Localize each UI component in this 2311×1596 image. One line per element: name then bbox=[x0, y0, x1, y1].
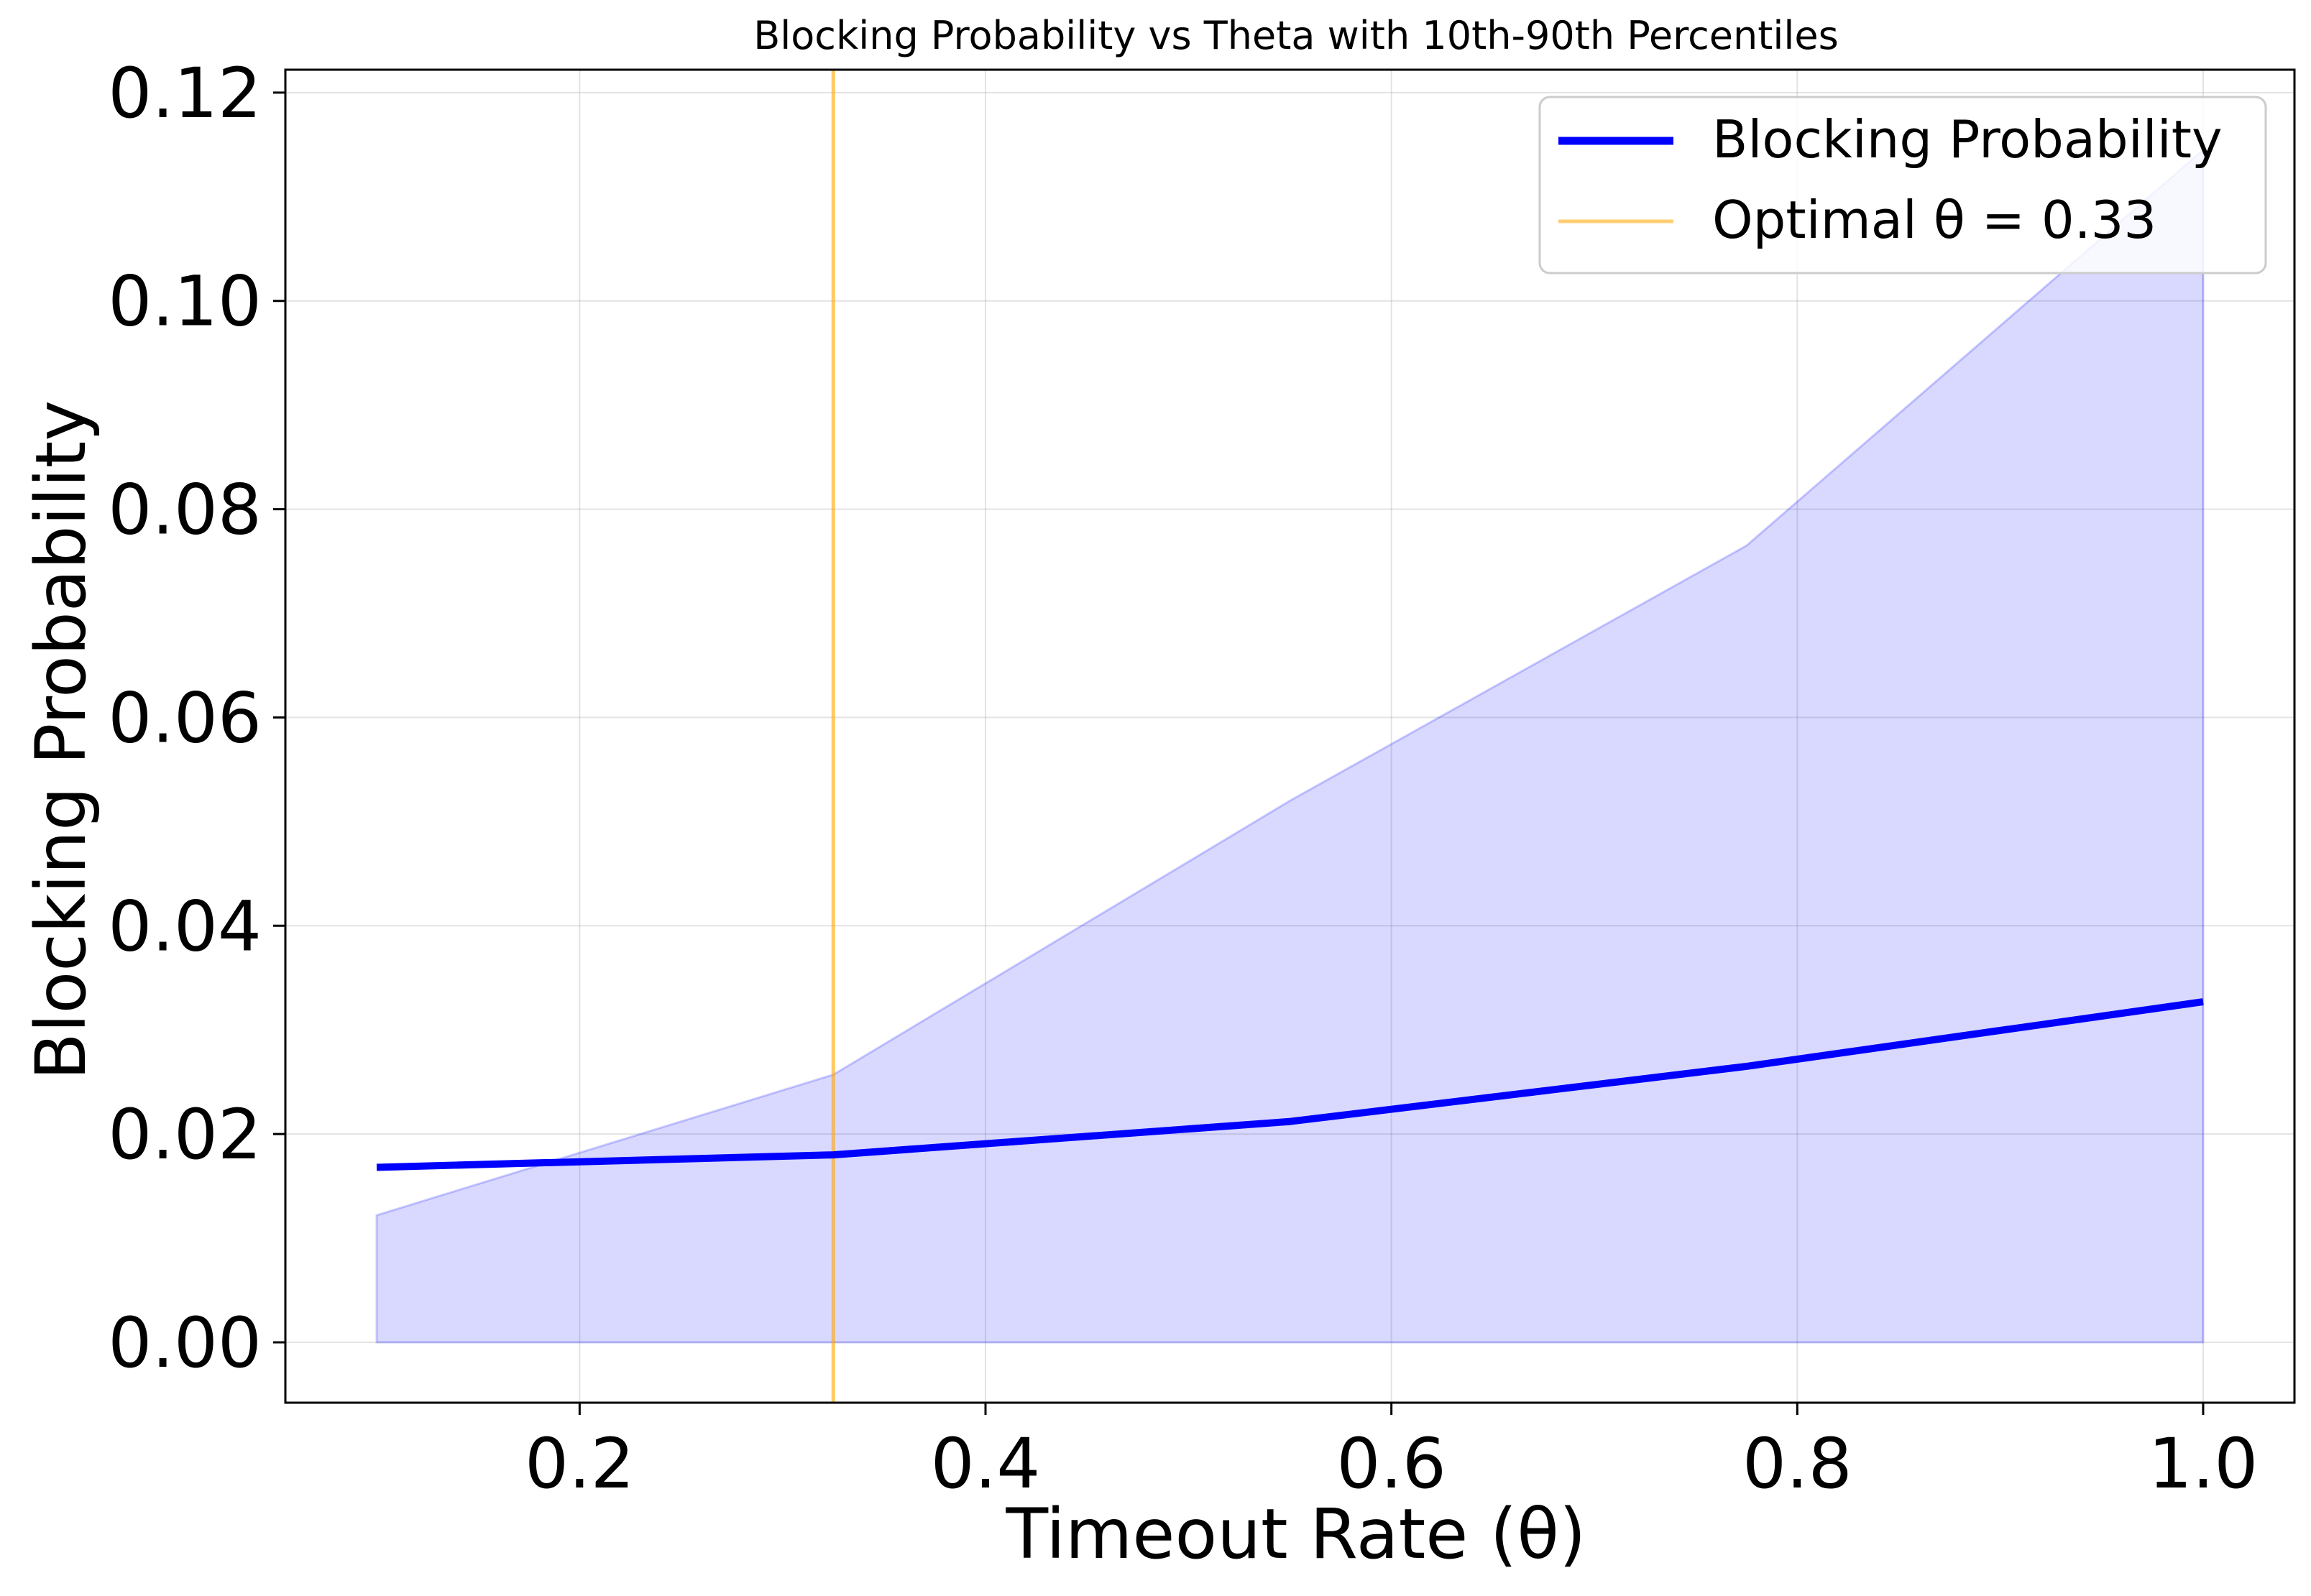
y-tick-label: 0.12 bbox=[108, 53, 262, 134]
x-tick-label: 0.6 bbox=[1336, 1424, 1446, 1504]
y-axis-label: Blocking Probability bbox=[21, 400, 101, 1080]
legend: Blocking Probability Optimal θ = 0.33 bbox=[1540, 97, 2266, 273]
x-axis-label: Timeout Rate (θ) bbox=[1006, 1494, 1586, 1574]
y-tick-label: 0.08 bbox=[108, 470, 262, 550]
legend-label-optimal-theta: Optimal θ = 0.33 bbox=[1712, 190, 2156, 250]
y-tick-label: 0.10 bbox=[108, 262, 262, 342]
x-tick-label: 0.2 bbox=[525, 1424, 635, 1504]
y-tick-label: 0.04 bbox=[108, 886, 262, 967]
legend-label-blocking-probability: Blocking Probability bbox=[1712, 109, 2223, 170]
x-tick-label: 0.4 bbox=[931, 1424, 1041, 1504]
x-tick-label: 0.8 bbox=[1742, 1424, 1852, 1504]
chart-title: Blocking Probability vs Theta with 10th-… bbox=[753, 13, 1839, 58]
y-tick-label: 0.02 bbox=[108, 1094, 262, 1175]
x-tick-label: 1.0 bbox=[2149, 1424, 2259, 1504]
y-tick-label: 0.00 bbox=[108, 1303, 262, 1383]
y-tick-label: 0.06 bbox=[108, 678, 262, 758]
